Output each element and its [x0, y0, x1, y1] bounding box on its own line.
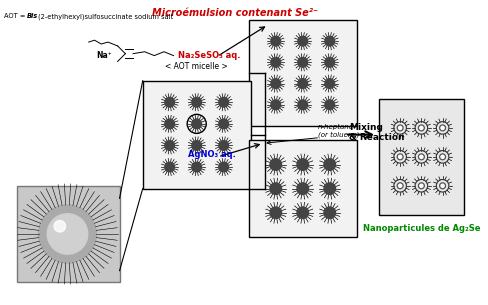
- Circle shape: [418, 183, 424, 189]
- Circle shape: [398, 184, 401, 187]
- Circle shape: [439, 125, 445, 131]
- Text: n-heptane
(or toluene): n-heptane (or toluene): [318, 124, 359, 138]
- Circle shape: [270, 36, 280, 46]
- Circle shape: [219, 119, 228, 129]
- Text: AOT =: AOT =: [4, 13, 27, 19]
- Circle shape: [396, 125, 402, 131]
- Circle shape: [297, 79, 307, 88]
- Circle shape: [219, 162, 228, 172]
- Circle shape: [270, 100, 280, 109]
- Circle shape: [270, 58, 280, 67]
- Circle shape: [164, 97, 174, 107]
- Circle shape: [440, 184, 443, 187]
- Circle shape: [396, 154, 402, 160]
- Circle shape: [296, 207, 308, 219]
- Circle shape: [54, 221, 65, 232]
- Circle shape: [297, 100, 307, 109]
- Circle shape: [419, 155, 422, 158]
- Circle shape: [297, 58, 307, 67]
- Circle shape: [219, 97, 228, 107]
- Circle shape: [439, 183, 445, 189]
- Circle shape: [440, 126, 443, 130]
- Circle shape: [47, 214, 87, 254]
- Circle shape: [296, 159, 308, 170]
- Circle shape: [164, 141, 174, 150]
- Circle shape: [439, 154, 445, 160]
- Circle shape: [418, 125, 424, 131]
- Bar: [248, 20, 356, 126]
- Circle shape: [297, 36, 307, 46]
- Circle shape: [269, 183, 281, 195]
- Circle shape: [419, 126, 422, 130]
- Circle shape: [164, 119, 174, 129]
- Circle shape: [191, 141, 201, 150]
- Text: < AOT micelle >: < AOT micelle >: [165, 62, 227, 71]
- Text: Na⁺: Na⁺: [96, 51, 112, 60]
- Circle shape: [269, 159, 281, 170]
- Circle shape: [324, 183, 335, 195]
- Bar: [248, 140, 356, 237]
- Circle shape: [325, 100, 334, 109]
- Circle shape: [39, 205, 96, 263]
- Circle shape: [296, 183, 308, 195]
- Circle shape: [418, 154, 424, 160]
- Text: Mixing
& Reaction: Mixing & Reaction: [348, 123, 404, 142]
- Circle shape: [191, 97, 201, 107]
- Circle shape: [219, 141, 228, 150]
- Circle shape: [325, 79, 334, 88]
- Text: Na₂SeSO₃ aq.: Na₂SeSO₃ aq.: [178, 51, 241, 60]
- Circle shape: [324, 207, 335, 219]
- Text: (2-ethylhexyl)sulfosuccinate sodium salt: (2-ethylhexyl)sulfosuccinate sodium salt: [38, 13, 172, 20]
- Circle shape: [324, 159, 335, 170]
- Text: AgNO₃ aq.: AgNO₃ aq.: [188, 150, 235, 159]
- Bar: [378, 99, 463, 215]
- Bar: [17, 186, 120, 282]
- Circle shape: [419, 184, 422, 187]
- Text: Nanoparticules de Ag₂Se: Nanoparticules de Ag₂Se: [362, 224, 479, 233]
- Text: Microémulsion contenant Se²⁻: Microémulsion contenant Se²⁻: [152, 8, 318, 18]
- Circle shape: [398, 126, 401, 130]
- Circle shape: [191, 162, 201, 172]
- Circle shape: [396, 183, 402, 189]
- Bar: [142, 81, 250, 189]
- Circle shape: [398, 155, 401, 158]
- Circle shape: [325, 36, 334, 46]
- Circle shape: [440, 155, 443, 158]
- Circle shape: [325, 58, 334, 67]
- Text: Bis: Bis: [27, 13, 38, 19]
- Circle shape: [191, 119, 201, 129]
- Circle shape: [269, 207, 281, 219]
- Circle shape: [164, 162, 174, 172]
- Circle shape: [270, 79, 280, 88]
